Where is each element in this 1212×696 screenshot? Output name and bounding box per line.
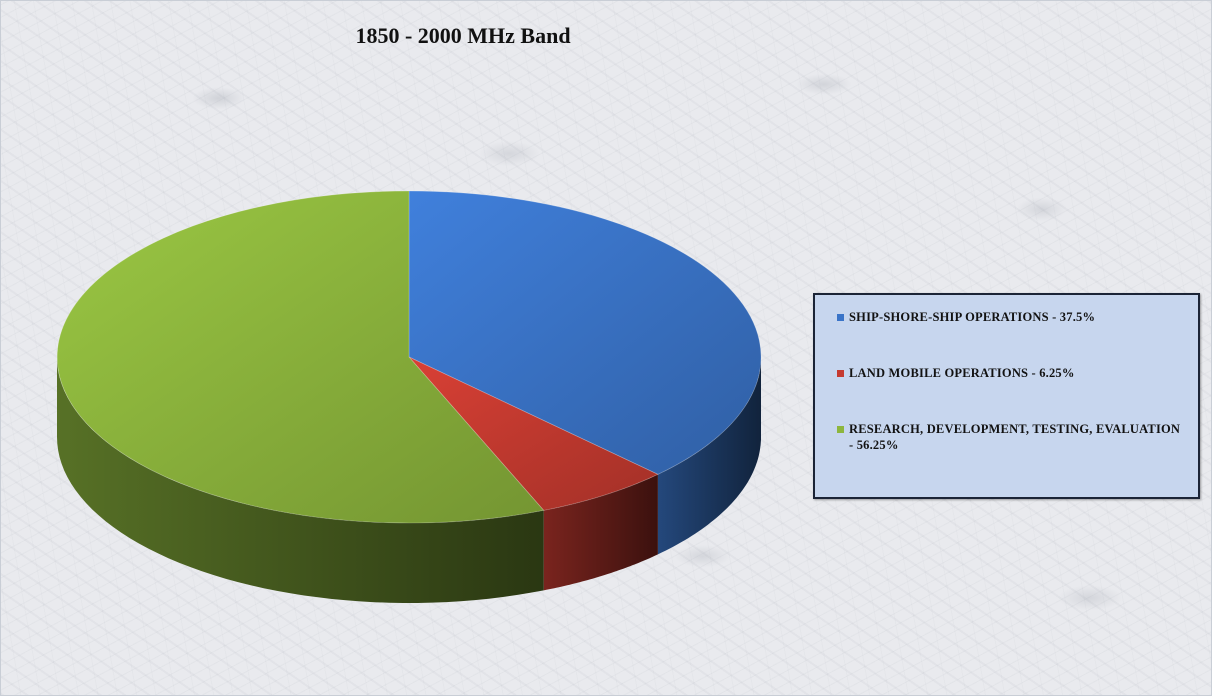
legend-entry-ship-shore-ship: SHIP-SHORE-SHIP OPERATIONS - 37.5% [837, 309, 1182, 325]
pie-side-land-mobile [543, 474, 658, 591]
pie-slice-land-mobile [408, 356, 659, 511]
pie-side-ship-shore-ship [657, 357, 761, 555]
legend-entry-land-mobile: LAND MOBILE OPERATIONS - 6.25% [837, 365, 1182, 381]
legend-label: RESEARCH, DEVELOPMENT, TESTING, EVALUATI… [849, 422, 1181, 452]
legend: SHIP-SHORE-SHIP OPERATIONS - 37.5% LAND … [813, 293, 1200, 499]
legend-entry-research: RESEARCH, DEVELOPMENT, TESTING, EVALUATI… [837, 421, 1182, 453]
legend-label: LAND MOBILE OPERATIONS - 6.25% [849, 366, 1075, 380]
legend-label: SHIP-SHORE-SHIP OPERATIONS - 37.5% [849, 310, 1096, 324]
pie-side-research [57, 357, 544, 603]
pie-slice-research [56, 190, 545, 524]
chart-title: 1850 - 2000 MHz Band [355, 23, 571, 48]
pie-slice-ship-shore-ship [408, 190, 762, 475]
legend-swatch-green [837, 426, 844, 433]
legend-swatch-blue [837, 314, 844, 321]
legend-swatch-red [837, 370, 844, 377]
